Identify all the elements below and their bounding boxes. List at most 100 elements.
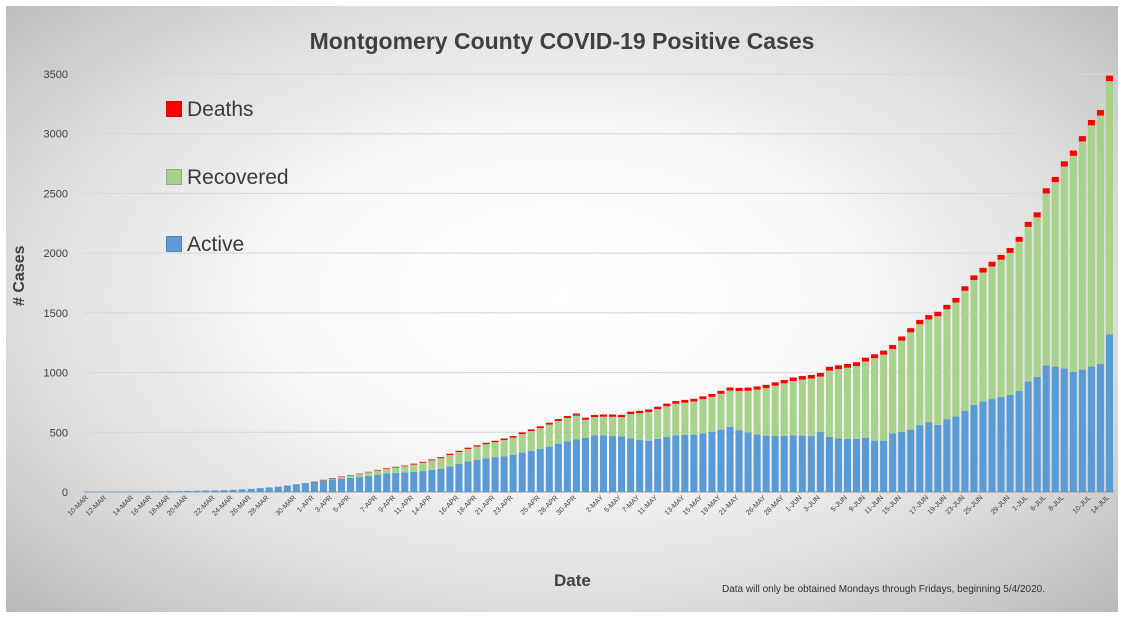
bar-deaths	[1096, 110, 1104, 116]
bar-recovered	[988, 266, 996, 400]
bar-deaths	[319, 479, 327, 481]
bar-active	[1051, 366, 1059, 492]
bar-active	[934, 424, 942, 492]
x-tick-label: 14-JUL	[1090, 494, 1111, 515]
bar-recovered	[428, 460, 436, 470]
bar-deaths	[1033, 212, 1041, 218]
bar-active	[1042, 365, 1050, 492]
bar-active	[310, 481, 318, 492]
bar-active	[139, 491, 147, 493]
bar-active	[229, 489, 237, 492]
bar-recovered	[744, 390, 752, 433]
bar-deaths	[618, 414, 626, 418]
bar-deaths	[952, 297, 960, 303]
bar-deaths	[374, 469, 382, 471]
bar-recovered	[618, 417, 626, 437]
bar-active	[735, 430, 743, 492]
y-tick-label: 1500	[44, 308, 68, 320]
bar-recovered	[392, 467, 400, 473]
bar-active	[130, 491, 138, 493]
x-tick-label: 5-JUN	[830, 494, 849, 513]
x-tick-label: 7-APR	[359, 494, 379, 514]
bar-recovered	[925, 319, 933, 423]
bar-recovered	[609, 416, 617, 436]
legend-swatch-deaths	[166, 101, 182, 117]
bar-active	[491, 457, 499, 492]
bar-deaths	[1087, 119, 1095, 126]
bar-recovered	[1078, 141, 1086, 370]
bar-active	[925, 422, 933, 492]
x-tick-label: 25-JUN	[963, 494, 985, 516]
bar-deaths	[807, 374, 815, 379]
bar-deaths	[970, 275, 978, 281]
x-tick-label: 30-APR	[556, 494, 578, 516]
bar-active	[1024, 381, 1032, 492]
bar-active	[256, 488, 264, 492]
bar-deaths	[672, 401, 680, 404]
x-tick-label: 23-APR	[492, 494, 514, 516]
bar-deaths	[365, 471, 373, 473]
bar-recovered	[446, 454, 454, 467]
bar-active	[970, 404, 978, 492]
bar-deaths	[636, 410, 644, 414]
bar-active	[961, 410, 969, 492]
bar-active	[907, 429, 915, 492]
bar-active	[708, 431, 716, 492]
bar-active	[337, 478, 346, 492]
bar-active	[365, 475, 373, 492]
bar-deaths	[780, 379, 788, 384]
bar-recovered	[862, 361, 870, 439]
bar-deaths	[690, 398, 698, 402]
bar-active	[238, 489, 246, 492]
bar-active	[428, 469, 436, 492]
bar-recovered	[825, 370, 833, 437]
bar-deaths	[681, 399, 689, 403]
bar-active	[572, 439, 580, 492]
bar-recovered	[762, 388, 770, 436]
bar-active	[916, 425, 924, 492]
bar-active	[563, 441, 571, 492]
bar-recovered	[735, 390, 743, 431]
bar-deaths	[1024, 221, 1032, 227]
bar-deaths	[1105, 75, 1114, 82]
bar-active	[599, 435, 608, 492]
bar-recovered	[365, 472, 373, 476]
bar-active	[545, 446, 553, 492]
bar-active	[301, 483, 309, 492]
bar-deaths	[645, 409, 653, 412]
bar-deaths	[789, 377, 797, 381]
bar-deaths	[825, 366, 833, 371]
bar-deaths	[545, 422, 553, 425]
bar-recovered	[636, 413, 644, 441]
bar-deaths	[328, 478, 336, 479]
bar-active	[319, 480, 327, 492]
bar-deaths	[708, 393, 716, 397]
bar-recovered	[970, 280, 978, 405]
bar-deaths	[1006, 248, 1014, 253]
legend-item-recovered: Recovered	[166, 166, 289, 190]
y-tick-label: 3000	[44, 129, 68, 141]
bar-active	[202, 490, 210, 492]
bar-active	[645, 440, 653, 492]
bar-deaths	[880, 350, 888, 355]
bar-deaths	[735, 387, 743, 391]
legend-swatch-active	[166, 236, 182, 252]
bar-active	[292, 484, 300, 492]
bar-recovered	[383, 468, 391, 474]
bar-deaths	[753, 386, 761, 390]
bar-deaths	[699, 396, 707, 400]
bar-recovered	[645, 411, 653, 441]
bar-active	[1006, 395, 1014, 492]
footnote: Data will only be obtained Mondays throu…	[722, 584, 1045, 595]
bar-recovered	[554, 420, 562, 444]
bar-deaths	[410, 463, 418, 465]
bar-recovered	[997, 259, 1005, 398]
bar-active	[1015, 391, 1023, 492]
bar-deaths	[852, 362, 861, 366]
bar-deaths	[347, 475, 355, 476]
bar-active	[455, 463, 463, 492]
bar-recovered	[1087, 125, 1095, 367]
bar-active	[871, 440, 879, 492]
y-tick-label: 3500	[44, 69, 68, 81]
bar-deaths	[383, 468, 391, 469]
